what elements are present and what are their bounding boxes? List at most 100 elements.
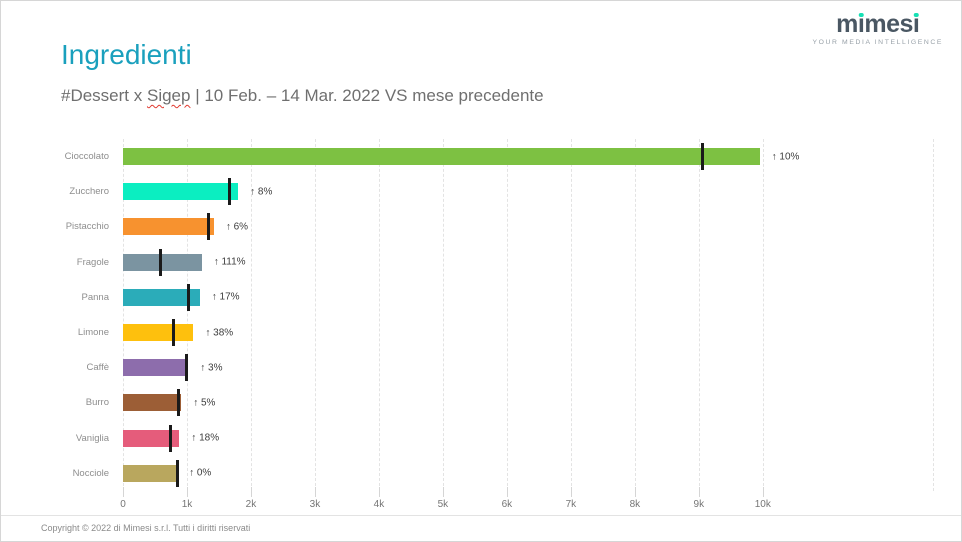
bar-row: ↑ 111% xyxy=(123,245,933,280)
change-label: ↑ 10% xyxy=(771,151,800,163)
previous-period-marker xyxy=(172,319,176,346)
change-label: ↑ 18% xyxy=(191,432,220,444)
bar-row: ↑ 17% xyxy=(123,280,933,315)
category-label: Limone xyxy=(77,326,109,338)
x-axis: 0 1k 2k 3k 4k 5k 6k 7k 8k 9k 10k xyxy=(120,487,933,519)
x-axis-tick xyxy=(442,487,444,497)
x-axis-tick xyxy=(378,487,380,497)
subtitle-spellcheck-word: Sigep xyxy=(146,86,191,105)
x-axis-tick xyxy=(314,487,316,497)
bar-row: ↑ 6% xyxy=(123,209,933,244)
page-title: Ingredienti xyxy=(61,39,192,70)
category-label: Nocciole xyxy=(72,467,109,479)
value-bar xyxy=(123,464,178,482)
category-labels: Cioccolato Zucchero Pistacchio Fragole Panna… xyxy=(1,139,109,491)
x-axis-tick-label: 2k xyxy=(245,499,257,510)
category-label: Pistacchio xyxy=(65,221,109,233)
value-bar xyxy=(123,394,182,412)
value-bar xyxy=(123,324,194,342)
x-axis-tick xyxy=(250,487,252,497)
x-axis-tick xyxy=(634,487,636,497)
previous-period-marker xyxy=(158,248,162,276)
grid-line xyxy=(506,139,508,491)
value-bar xyxy=(123,429,180,447)
x-axis-tick xyxy=(698,487,700,497)
chart-subtitle: #Dessert x Sigep | 10 Feb. – 14 Mar. 202… xyxy=(61,86,544,106)
grid-line xyxy=(186,139,188,491)
x-axis-tick-label: 5k xyxy=(437,499,449,510)
previous-period-marker xyxy=(169,424,173,452)
category-label: Zucchero xyxy=(69,186,109,198)
x-axis-tick-label: 9k xyxy=(693,499,705,510)
bar-row: ↑ 5% xyxy=(123,385,933,420)
value-bar xyxy=(123,253,202,271)
change-label: ↑ 5% xyxy=(193,397,216,409)
previous-period-marker xyxy=(207,213,211,241)
grid-line xyxy=(250,139,252,491)
x-axis-tick-label: 10k xyxy=(754,499,771,510)
value-bar xyxy=(123,359,189,377)
logo-letter: s xyxy=(899,10,914,38)
bar-row: ↑ 10% xyxy=(123,139,933,174)
grid-line xyxy=(378,139,380,491)
value-bar xyxy=(123,148,760,166)
x-axis-tick xyxy=(186,487,188,497)
previous-period-marker xyxy=(184,354,188,382)
change-label: ↑ 0% xyxy=(189,467,212,479)
grid-line xyxy=(762,139,764,491)
x-axis-tick-label: 4k xyxy=(373,499,385,510)
x-axis-tick-label: 0 xyxy=(120,499,126,510)
logo-tagline: YOUR MEDIA INTELLIGENCE xyxy=(812,39,943,46)
x-axis-tick xyxy=(123,487,124,497)
bar-row: ↑ 0% xyxy=(123,456,933,491)
previous-period-marker xyxy=(187,283,191,311)
grid-line xyxy=(442,139,444,491)
grid-line xyxy=(933,139,934,491)
logo-letter: m xyxy=(836,10,858,38)
grid-line xyxy=(314,139,316,491)
grid-line xyxy=(698,139,700,491)
previous-period-marker xyxy=(176,389,180,417)
x-axis-tick-label: 3k xyxy=(309,499,321,510)
value-bar xyxy=(123,218,214,236)
bar-row: ↑ 38% xyxy=(123,315,933,350)
logo-letter: m xyxy=(864,10,887,38)
category-label: Cioccolato xyxy=(64,151,109,162)
category-label: Burro xyxy=(85,397,109,409)
previous-period-marker xyxy=(228,178,232,206)
change-label: ↑ 3% xyxy=(200,362,223,374)
x-axis-tick-label: 1k xyxy=(181,499,193,510)
x-axis-tick-label: 8k xyxy=(629,499,641,510)
x-axis-tick xyxy=(762,487,764,497)
value-bar xyxy=(123,183,239,201)
category-label: Caffè xyxy=(86,362,109,374)
change-label: ↑ 111% xyxy=(213,256,246,268)
category-label: Vaniglia xyxy=(75,432,109,444)
bar-row: ↑ 3% xyxy=(123,350,933,385)
x-axis-tick-label: 7k xyxy=(565,499,577,510)
category-label: Fragole xyxy=(76,256,109,268)
x-axis-tick xyxy=(570,487,572,497)
grid-line xyxy=(570,139,572,491)
previous-period-marker xyxy=(700,143,704,170)
change-label: ↑ 6% xyxy=(225,221,249,233)
change-label: ↑ 38% xyxy=(205,327,234,339)
footer: Copyright © 2022 di Mimesi s.r.l. Tutti … xyxy=(1,515,961,541)
bar-row: ↑ 18% xyxy=(123,421,933,456)
change-label: ↑ 8% xyxy=(250,186,273,198)
x-axis-tick xyxy=(506,487,508,497)
value-bar xyxy=(123,288,200,306)
subtitle-part1: #Dessert x xyxy=(61,86,147,105)
bar-row: ↑ 8% xyxy=(123,174,933,209)
grid-line xyxy=(634,139,636,491)
logo-wordmark: mımesı xyxy=(813,12,943,37)
plot-area: ↑ 10% ↑ 8% ↑ 6% ↑ 111% ↑ 17% ↑ 38% ↑ 3% ↑ 5% ↑ 1… xyxy=(123,139,934,491)
subtitle-part2: | 10 Feb. – 14 Mar. 2022 VS mese precede… xyxy=(190,86,544,105)
change-label: ↑ 17% xyxy=(211,291,240,303)
category-label: Panna xyxy=(81,291,109,303)
logo-letter-i-dot: ı xyxy=(912,10,920,38)
grid-line xyxy=(123,139,124,491)
x-axis-tick-label: 6k xyxy=(501,499,513,510)
mimesi-logo: mımesı YOUR MEDIA INTELLIGENCE xyxy=(812,12,943,47)
